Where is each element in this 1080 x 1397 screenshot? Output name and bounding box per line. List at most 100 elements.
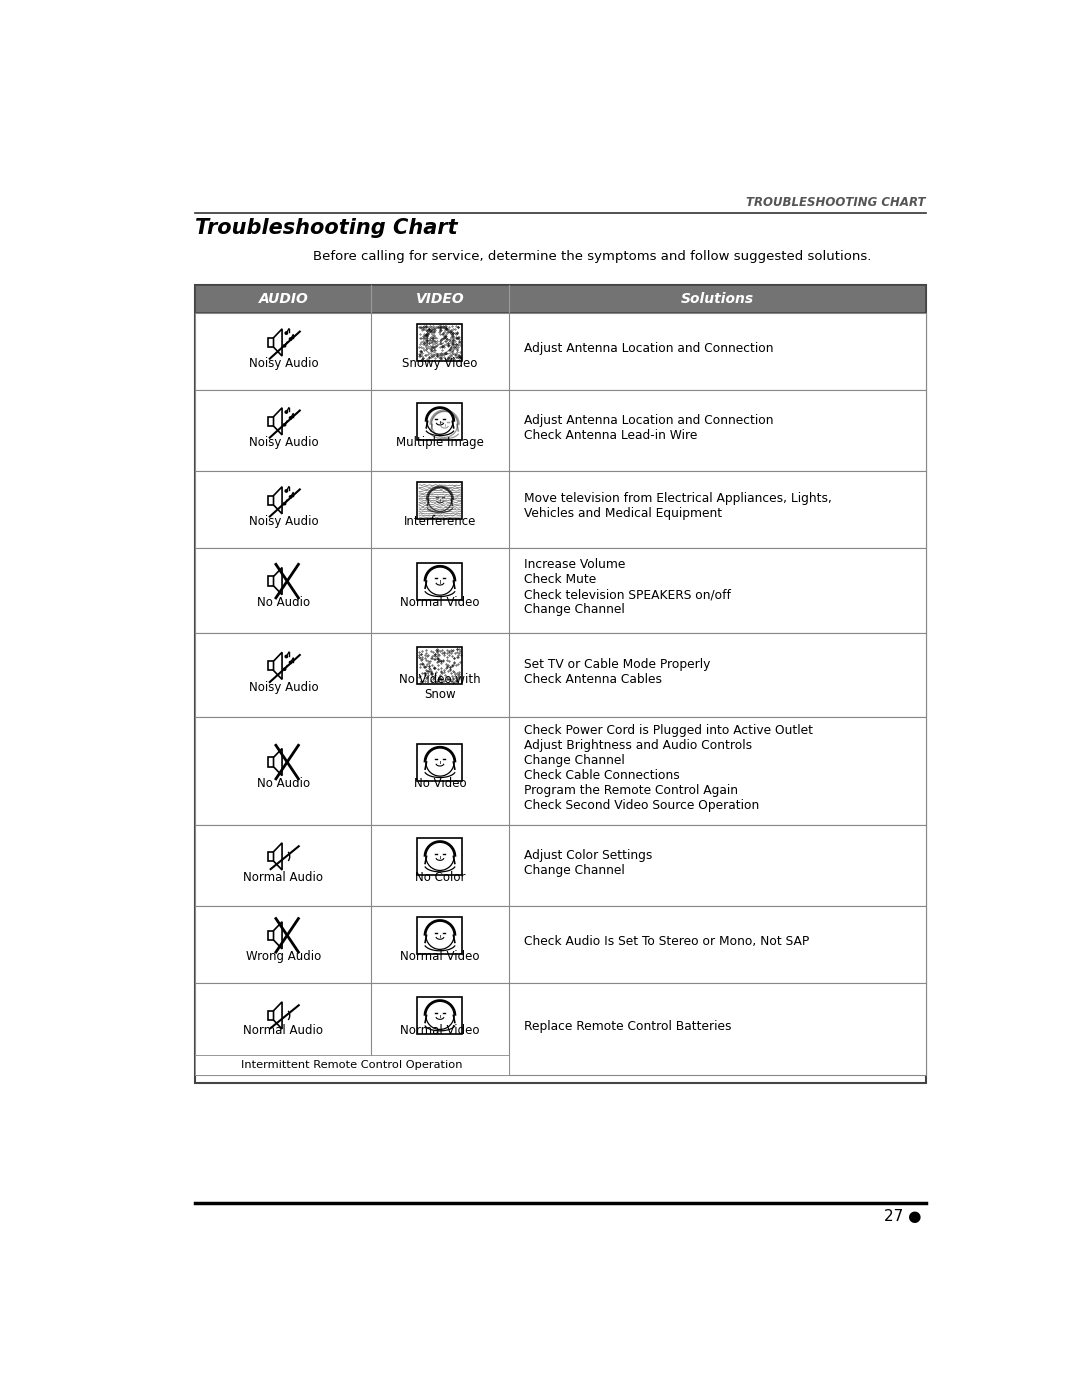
Point	[416, 331, 433, 353]
Point	[430, 648, 447, 671]
Point	[447, 337, 464, 359]
Point	[438, 655, 456, 678]
Point	[434, 650, 451, 672]
Point	[449, 326, 467, 348]
Point	[427, 346, 444, 369]
Point	[442, 335, 459, 358]
Point	[450, 638, 468, 661]
Point	[430, 644, 447, 666]
Point	[423, 645, 441, 668]
Point	[448, 337, 465, 359]
Point	[416, 644, 433, 666]
Bar	[418, 647, 462, 685]
Point	[413, 335, 430, 358]
Point	[434, 338, 451, 360]
Point	[437, 314, 455, 337]
Point	[449, 654, 467, 676]
Point	[424, 335, 442, 358]
Point	[424, 324, 442, 346]
Point	[444, 321, 461, 344]
Point	[438, 317, 456, 339]
Point	[414, 647, 431, 669]
Point	[416, 317, 433, 339]
Point	[430, 316, 447, 338]
Point	[436, 314, 454, 337]
Point	[451, 345, 469, 367]
Point	[430, 638, 447, 661]
Point	[426, 666, 443, 689]
Point	[442, 655, 459, 678]
Point	[423, 327, 441, 349]
Point	[445, 326, 462, 348]
Point	[422, 337, 440, 359]
Point	[432, 661, 449, 683]
Point	[446, 672, 463, 694]
Point	[416, 662, 433, 685]
Point	[432, 327, 449, 349]
Point	[432, 650, 449, 672]
Point	[415, 317, 432, 339]
Point	[415, 331, 432, 353]
Point	[429, 647, 446, 669]
Point	[415, 337, 432, 359]
Point	[438, 668, 456, 690]
Point	[424, 327, 442, 349]
Text: Normal Video: Normal Video	[401, 950, 480, 964]
Point	[429, 330, 446, 352]
Point	[414, 348, 431, 370]
Point	[450, 661, 468, 683]
Point	[430, 321, 447, 344]
Point	[447, 327, 464, 349]
Point	[419, 644, 436, 666]
Point	[416, 324, 433, 346]
Point	[430, 647, 447, 669]
Point	[429, 345, 446, 367]
Text: Set TV or Cable Mode Properly: Set TV or Cable Mode Properly	[524, 658, 711, 671]
Point	[441, 338, 458, 360]
Point	[446, 344, 463, 366]
Point	[447, 323, 464, 345]
Point	[414, 647, 431, 669]
Point	[435, 644, 453, 666]
Point	[447, 316, 464, 338]
Point	[448, 638, 465, 661]
Polygon shape	[273, 842, 282, 870]
Point	[418, 337, 435, 359]
Point	[431, 330, 448, 352]
Point	[416, 669, 433, 692]
Point	[422, 321, 440, 344]
Point	[451, 346, 469, 369]
Point	[427, 657, 444, 679]
Point	[436, 324, 454, 346]
Bar	[195, 390, 926, 471]
Point	[411, 316, 429, 338]
Point	[415, 323, 432, 345]
Point	[410, 345, 428, 367]
Point	[433, 669, 450, 692]
Point	[446, 344, 463, 366]
Point	[417, 338, 434, 360]
Point	[440, 346, 457, 369]
Point	[440, 334, 457, 356]
Point	[441, 640, 458, 662]
Point	[423, 338, 441, 360]
Point	[444, 672, 461, 694]
Point	[417, 324, 434, 346]
Text: Normal Video: Normal Video	[401, 1024, 480, 1038]
Point	[432, 657, 449, 679]
Point	[421, 650, 438, 672]
Text: No Video: No Video	[414, 777, 467, 791]
Point	[418, 320, 435, 342]
Point	[421, 328, 438, 351]
Point	[434, 323, 451, 345]
Point	[413, 331, 430, 353]
Point	[422, 659, 440, 682]
Point	[433, 662, 450, 685]
Text: VIDEO: VIDEO	[416, 292, 464, 306]
Point	[419, 316, 436, 338]
Point	[415, 338, 432, 360]
Point	[441, 334, 458, 356]
Point	[424, 641, 442, 664]
Point	[426, 320, 443, 342]
Point	[422, 661, 440, 683]
